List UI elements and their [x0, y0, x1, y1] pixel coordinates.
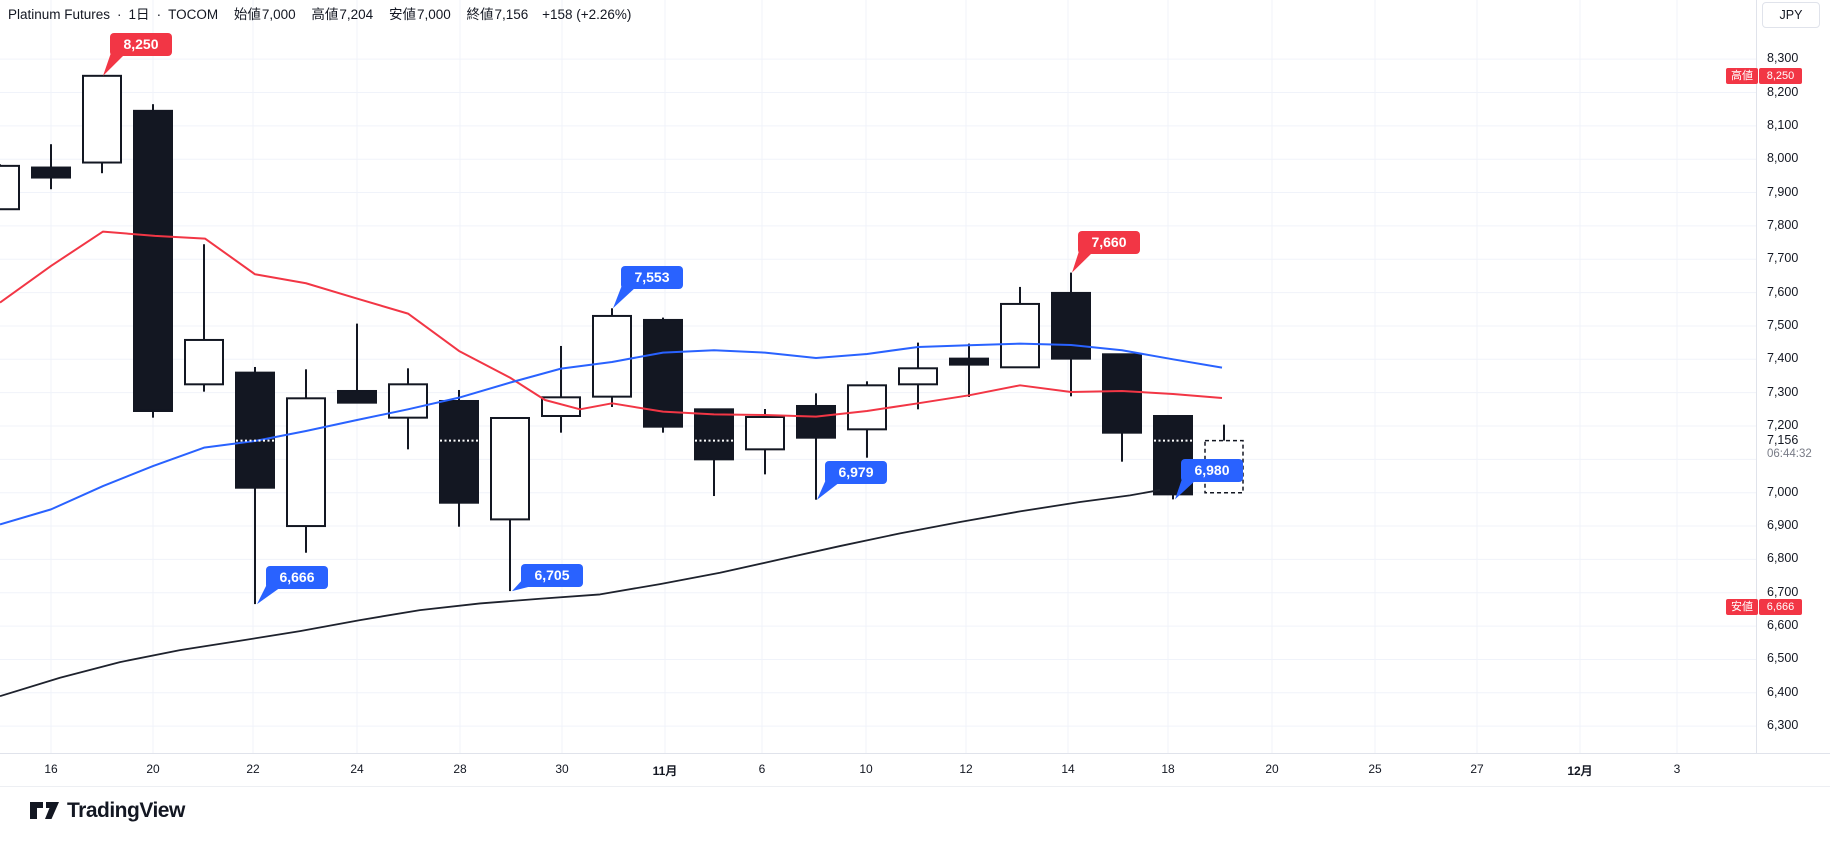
time-label-24: 24	[350, 762, 364, 776]
price-callout-7,553: 7,553	[621, 266, 683, 289]
price-label-7,500: 7,500	[1767, 317, 1799, 332]
candle-11/14	[1051, 291, 1091, 360]
price-label-7,200: 7,200	[1767, 418, 1799, 432]
symbol-title: Platinum Futures · 1日 · TOCOM	[8, 7, 222, 22]
tradingview-logo-text: TradingView	[67, 799, 185, 822]
tradingview-logo-icon	[30, 801, 59, 819]
candle-10/24	[337, 389, 377, 404]
price-label-7,800: 7,800	[1767, 217, 1799, 232]
ma-blue	[0, 342, 1223, 526]
time-label-28: 28	[453, 762, 467, 776]
price-label-6,600: 6,600	[1767, 618, 1799, 633]
time-label-30: 30	[555, 762, 569, 776]
time-label-14: 14	[1061, 762, 1075, 776]
candle-11/10	[847, 384, 887, 431]
time-axis[interactable]: 16 20 22 24 28 30 11月 6 10 12 14 18 20 25 27 12月 3	[0, 753, 1830, 787]
time-axis-border	[0, 753, 1830, 754]
candle-10/17	[82, 74, 122, 164]
time-label-12月: 12月	[1567, 764, 1593, 778]
time-label-12: 12	[959, 762, 973, 776]
price-label-6,800: 6,800	[1767, 551, 1799, 566]
time-label-11月: 11月	[652, 764, 678, 778]
price-callout-7,660: 7,660	[1078, 231, 1140, 254]
price-label-8,200: 8,200	[1767, 84, 1799, 99]
candle-11/13	[1000, 302, 1040, 369]
interval-label: 1日	[128, 7, 150, 22]
time-label-16: 16	[44, 762, 58, 776]
separator-dot: ·	[117, 7, 122, 22]
candle-10/16	[31, 166, 71, 179]
price-label-7,000: 7,000	[1767, 484, 1799, 499]
candle-11/17	[1102, 353, 1142, 434]
current-price-label: 7,156	[1767, 432, 1799, 447]
price-label-6,900: 6,900	[1767, 518, 1799, 533]
high-marker-label: 高値	[1726, 67, 1758, 84]
high-marker-value: 8,250	[1759, 67, 1802, 84]
price-label-6,400: 6,400	[1767, 684, 1799, 699]
price-label-8,100: 8,100	[1767, 117, 1799, 132]
separator-dot: ·	[156, 7, 162, 22]
price-change: +158 (+2.26%)	[542, 7, 632, 22]
ohlc-close: 終値7,156	[466, 7, 529, 22]
symbol-name: Platinum Futures	[8, 7, 111, 22]
price-label-8,300: 8,300	[1767, 51, 1799, 66]
candle-10/28	[439, 399, 479, 504]
price-axis[interactable]: JPY 8,300 8,200 8,100 8,000 7,900 7,800 7,700 7…	[1756, 0, 1830, 786]
ma-black	[0, 489, 1161, 697]
time-label-6: 6	[758, 762, 766, 776]
price-label-7,600: 7,600	[1767, 284, 1799, 299]
price-label-7,900: 7,900	[1767, 184, 1799, 199]
price-label-8,000: 8,000	[1767, 151, 1799, 166]
exchange-label: TOCOM	[168, 7, 219, 22]
time-axis-bottom-border	[0, 786, 1830, 787]
candle-11/07	[796, 404, 836, 439]
price-callout-6,705: 6,705	[521, 564, 583, 587]
price-label-6,500: 6,500	[1767, 651, 1799, 666]
bar-countdown: 06:44:32	[1767, 447, 1812, 460]
price-callout-6,666: 6,666	[266, 566, 328, 589]
candle-11/06	[745, 415, 785, 451]
candle-10/29	[490, 416, 530, 521]
price-callout-6,979: 6,979	[825, 461, 887, 484]
candle-10/20	[133, 109, 173, 412]
candle-10/15	[0, 164, 20, 211]
ohlc-open: 始値7,000	[233, 7, 296, 22]
ma-red	[0, 230, 1223, 418]
time-label-20: 20	[146, 762, 160, 776]
currency-button[interactable]: JPY	[1762, 2, 1820, 28]
low-axis-marker: 安値 6,666	[1726, 599, 1802, 616]
candle-10/21	[184, 338, 224, 386]
candle-11/05	[694, 408, 734, 461]
time-label-22: 22	[246, 762, 260, 776]
low-marker-value: 6,666	[1759, 599, 1802, 616]
low-marker-label: 安値	[1726, 599, 1758, 616]
candle-10/23	[286, 397, 326, 528]
candle-10/22	[235, 371, 275, 489]
time-label-10: 10	[859, 762, 873, 776]
high-axis-marker: 高値 8,250	[1726, 67, 1802, 84]
tradingview-logo[interactable]: TradingView	[30, 799, 185, 823]
time-label-3: 3	[1673, 762, 1681, 776]
time-label-27: 27	[1470, 762, 1484, 776]
candle-11/12	[949, 357, 989, 366]
symbol-header[interactable]: Platinum Futures · 1日 · TOCOM 始値7,000 高値7,20…	[8, 3, 631, 23]
price-callout-8,250: 8,250	[110, 33, 172, 56]
price-label-7,400: 7,400	[1767, 351, 1799, 366]
time-label-18: 18	[1161, 762, 1175, 776]
time-label-20: 20	[1265, 762, 1279, 776]
price-callout-6,980: 6,980	[1181, 459, 1243, 482]
price-label-6,700: 6,700	[1767, 584, 1799, 599]
price-label-7,300: 7,300	[1767, 384, 1799, 399]
candle-11/11	[898, 367, 938, 386]
ohlc-high: 高値7,204	[311, 7, 374, 22]
price-label-7,700: 7,700	[1767, 251, 1799, 266]
ohlc-low: 安値7,000	[388, 7, 451, 22]
candle-10/31	[592, 314, 632, 398]
time-label-25: 25	[1368, 762, 1382, 776]
price-label-6,300: 6,300	[1767, 718, 1799, 733]
